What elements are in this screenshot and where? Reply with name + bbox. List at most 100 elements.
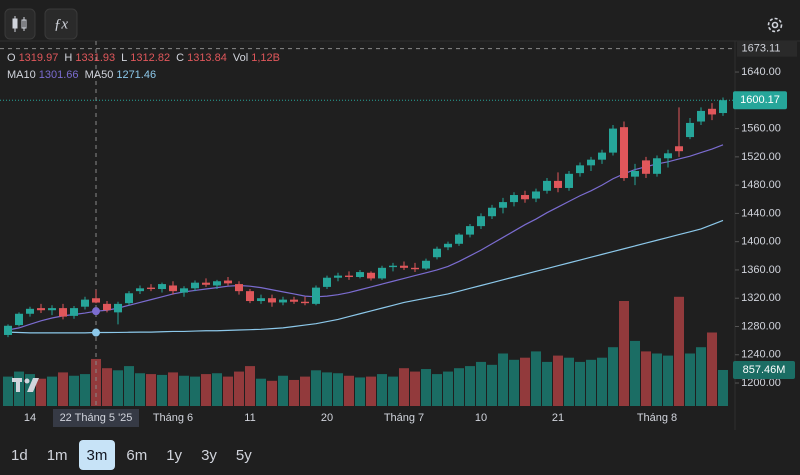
candle-type-button[interactable] <box>4 8 36 40</box>
range-button[interactable]: 6m <box>118 440 155 470</box>
y-tick-label: 1400.00 <box>741 236 781 248</box>
candle-body <box>136 288 144 292</box>
x-tick-label: Tháng 6 <box>153 412 193 424</box>
range-button[interactable]: 3m <box>78 440 116 470</box>
volume-bar <box>3 376 13 406</box>
candle-body <box>631 170 639 177</box>
crosshair-marker <box>92 328 100 337</box>
range-button[interactable]: 5y <box>228 440 260 470</box>
candle-body <box>543 180 551 191</box>
volume-bar <box>663 355 673 406</box>
candle-body <box>235 284 243 292</box>
volume-bar <box>355 377 365 406</box>
volume-bar <box>333 373 343 406</box>
candle-body <box>642 160 650 174</box>
y-tick-label: 1240.00 <box>741 349 781 361</box>
volume-bar <box>652 353 662 406</box>
volume-bar <box>586 359 596 406</box>
candle-body <box>444 243 452 248</box>
candle-body <box>521 195 529 200</box>
volume-bar <box>366 376 376 406</box>
candle-body <box>70 308 78 316</box>
candle-body <box>488 207 496 217</box>
candle-body <box>378 267 386 279</box>
legend-label: H <box>64 52 73 64</box>
y-tick-label: 1440.00 <box>741 207 781 219</box>
candle-body <box>675 146 683 152</box>
volume-bar <box>685 353 695 406</box>
last-volume-badge <box>733 360 795 379</box>
volume-bar <box>58 372 68 406</box>
indicator-button[interactable] <box>44 8 78 40</box>
volume-bar <box>531 351 541 406</box>
candle-body <box>686 122 694 138</box>
candle-body <box>433 248 441 258</box>
candle-body <box>169 285 177 292</box>
legend-label: MA50 <box>84 69 114 81</box>
volume-bar <box>124 366 134 406</box>
volume-bar <box>135 373 145 406</box>
candle-body <box>92 298 100 303</box>
last-price-badge <box>733 91 787 110</box>
y-tick-label: 1320.00 <box>741 292 781 304</box>
candle-body <box>158 284 166 290</box>
candle-body <box>477 216 485 227</box>
legend-value: 1301.66 <box>38 69 79 81</box>
candle-body <box>455 234 463 244</box>
volume-bar <box>311 370 321 406</box>
candle-body <box>191 282 199 289</box>
candle-body <box>246 291 254 302</box>
volume-bar <box>564 357 574 406</box>
candle-body <box>499 202 507 208</box>
last-volume-label: 857.46M <box>743 364 786 376</box>
range-button[interactable]: 1y <box>158 440 190 470</box>
volume-bar <box>443 371 453 406</box>
range-button[interactable]: 1m <box>39 440 76 470</box>
legend-value: 1331.93 <box>75 52 116 64</box>
candle-body <box>334 275 342 278</box>
y-tick-label: 1280.00 <box>741 320 781 332</box>
volume-bar <box>388 376 398 406</box>
candle-body <box>345 275 353 278</box>
volume-bar <box>179 375 189 406</box>
candle-body <box>598 152 606 160</box>
candle-body <box>257 298 265 302</box>
legend-value: 1319.97 <box>18 52 59 64</box>
volume-bar <box>245 366 255 406</box>
candle-body <box>103 303 111 311</box>
volume-bar <box>344 375 354 406</box>
volume-bar <box>267 380 277 406</box>
candle-body <box>4 325 12 335</box>
range-button[interactable]: 3y <box>193 440 225 470</box>
volume-bar <box>80 374 90 406</box>
legend-label: C <box>176 52 185 64</box>
ohlc-legend: O 1319.97 H 1331.93 L 1312.82 C 1313.84 Vol 1… <box>7 52 283 64</box>
volume-bar <box>69 375 79 406</box>
legend-value: 1271.46 <box>116 69 157 81</box>
legend-label: MA10 <box>7 69 36 81</box>
fx-icon: ƒx <box>54 16 69 32</box>
volume-bar <box>256 378 266 406</box>
x-tick-label: 14 <box>24 412 36 424</box>
candle-body <box>323 277 331 287</box>
volume-bar <box>432 374 442 406</box>
volume-bar <box>718 369 728 406</box>
settings-button[interactable] <box>767 17 783 33</box>
x-tick-label: 21 <box>552 412 564 424</box>
candle-body <box>312 287 320 304</box>
candle-body <box>224 280 232 284</box>
candle-body <box>37 308 45 311</box>
candle-body <box>268 298 276 303</box>
legend-label: L <box>121 52 128 64</box>
volume-bar <box>520 357 530 406</box>
volume-bar <box>608 347 618 406</box>
candle-body <box>356 272 364 278</box>
candle-body <box>400 265 408 268</box>
candle-body <box>15 313 23 326</box>
candle-body <box>125 293 133 304</box>
range-button[interactable]: 1d <box>3 440 36 470</box>
legend-value: 1313.84 <box>187 52 227 64</box>
volume-bar <box>212 373 222 406</box>
